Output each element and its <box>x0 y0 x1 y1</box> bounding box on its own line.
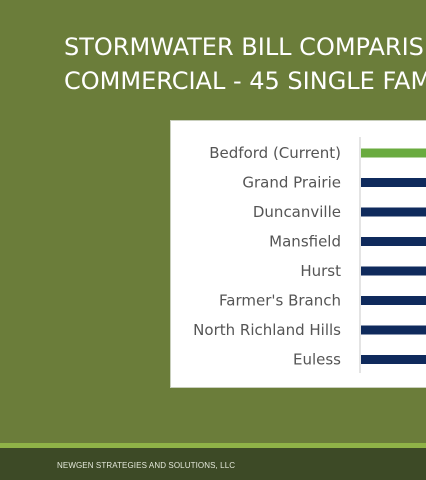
footer-company: NEWGEN STRATEGIES AND SOLUTIONS, LLC <box>57 461 236 470</box>
bar <box>361 355 426 364</box>
category-label: Euless <box>293 351 341 369</box>
slide-title: STORMWATER BILL COMPARIS COMMERCIAL - 45… <box>64 30 426 98</box>
bar <box>361 178 426 187</box>
category-label: Duncanville <box>253 203 341 221</box>
category-label: Hurst <box>300 262 341 280</box>
category-label: Grand Prairie <box>242 174 341 192</box>
bar <box>361 148 426 158</box>
footer-bar <box>0 448 426 480</box>
bar <box>361 237 426 246</box>
bar <box>361 296 426 305</box>
bar-chart: Bedford (Current) Grand Prairie Duncanvill… <box>193 137 426 373</box>
chart-panel: Bedford (Current) Grand Prairie Duncanvill… <box>170 120 426 388</box>
title-line-2: COMMERCIAL - 45 SINGLE FAM <box>64 64 426 98</box>
category-label: Bedford (Current) <box>209 144 341 162</box>
title-emphasis: COMMERCIAL <box>64 67 226 95</box>
bar <box>361 207 426 217</box>
title-subtitle: - 45 SINGLE FAM <box>225 67 426 95</box>
title-line-1: STORMWATER BILL COMPARIS <box>64 33 424 61</box>
bar <box>361 266 426 276</box>
bar <box>361 325 426 335</box>
footer-stripe <box>0 443 426 448</box>
category-label: North Richland Hills <box>193 321 341 339</box>
category-label: Farmer's Branch <box>219 292 341 310</box>
category-label: Mansfield <box>269 233 341 251</box>
